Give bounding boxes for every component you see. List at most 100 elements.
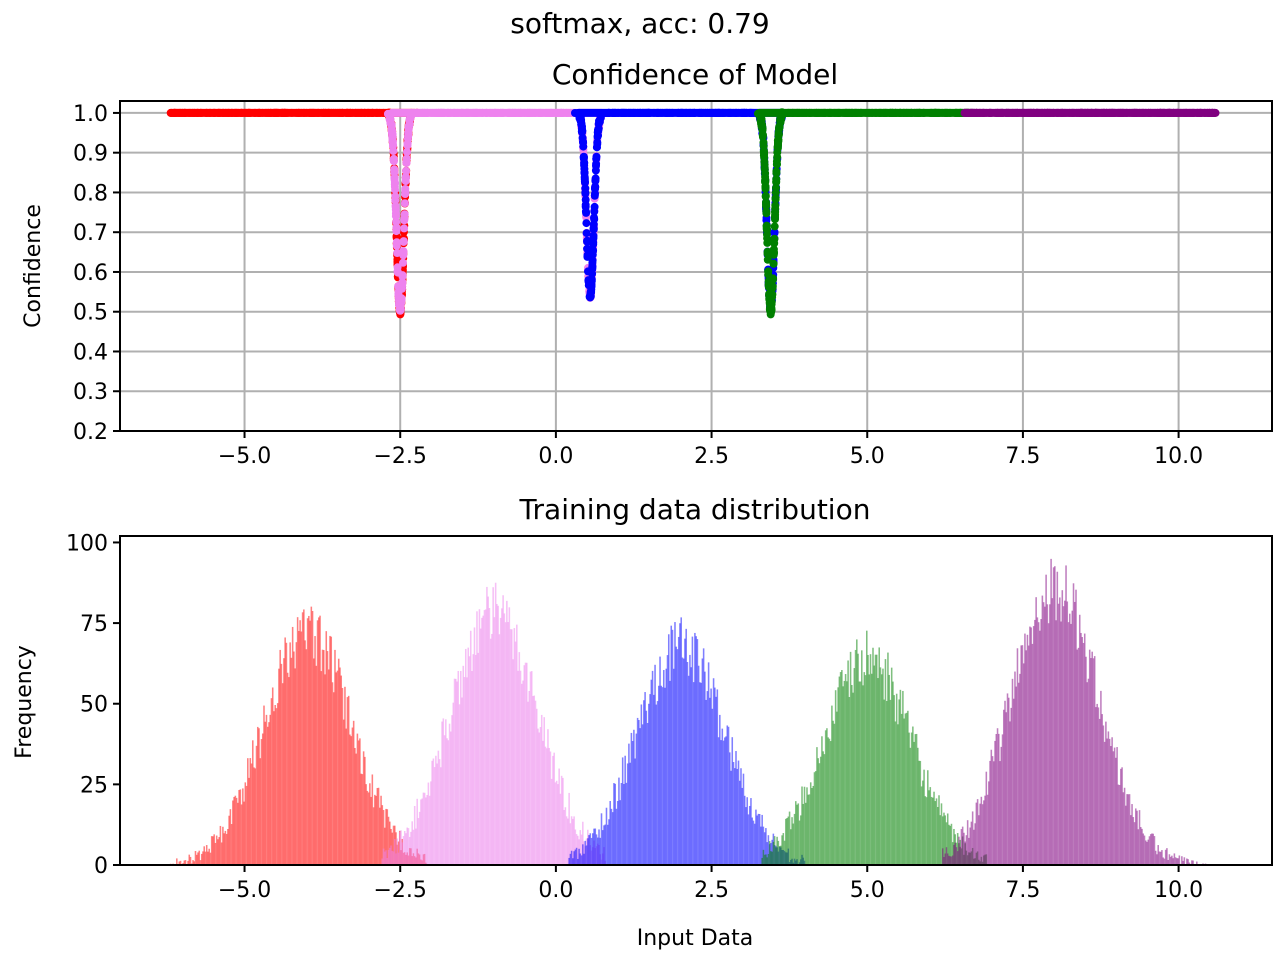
histogram-bar — [848, 696, 851, 865]
histogram-bar — [448, 723, 451, 865]
histogram-bar — [1111, 737, 1113, 865]
histogram-bar — [563, 809, 565, 865]
histogram-bar — [897, 724, 899, 865]
histogram-bar — [998, 733, 1000, 865]
scatter-point — [582, 208, 591, 217]
histogram-bar — [401, 842, 404, 865]
histogram-bar — [305, 649, 308, 865]
histogram-bar — [565, 816, 568, 865]
histogram-bar — [582, 844, 584, 865]
histogram-bar — [915, 733, 918, 865]
scatter-point — [590, 207, 599, 216]
histogram-bar — [736, 768, 739, 865]
histogram-bar — [786, 818, 788, 865]
histogram-bar — [823, 754, 826, 865]
scatter-series-4 — [960, 108, 1220, 117]
histogram-bar — [594, 828, 597, 865]
histogram-bar — [890, 667, 893, 865]
histogram-bar — [651, 670, 654, 865]
scatter-point — [588, 265, 597, 274]
histogram-bar — [524, 662, 527, 865]
histogram-bar — [309, 620, 311, 865]
histogram-bar — [330, 636, 333, 865]
histogram-bar — [379, 807, 381, 865]
histogram-bar — [483, 610, 486, 865]
histogram-bar — [497, 605, 499, 865]
histogram-bar — [1014, 671, 1016, 865]
scatter-point — [590, 215, 599, 224]
scatter-point — [588, 258, 597, 267]
histogram-bar — [868, 674, 871, 865]
scatter-point — [390, 178, 399, 187]
histogram-bar — [374, 794, 376, 865]
histogram-bar — [314, 636, 316, 865]
histogram-bar — [619, 800, 621, 865]
histogram-bar — [1168, 854, 1171, 865]
scatter-point — [763, 238, 772, 247]
histogram-bar — [463, 677, 466, 865]
histogram-bar — [410, 831, 412, 865]
histogram-bar — [416, 798, 418, 865]
histogram-bar — [737, 760, 740, 865]
histogram-bar — [579, 853, 582, 865]
y-tick-label: 0.7 — [73, 221, 108, 246]
histogram-bar — [514, 641, 517, 865]
histogram-bar — [757, 813, 760, 865]
histogram-bar — [195, 854, 198, 865]
histogram-bar — [706, 691, 709, 865]
histogram-bar — [762, 849, 765, 865]
x-tick-label: 5.0 — [850, 444, 885, 469]
histogram-bar — [491, 633, 493, 865]
histogram-axes: Training data distribution −5.0 −2.5 0.0 2.… — [12, 493, 1273, 951]
histogram-bar — [932, 797, 934, 865]
histogram-bar — [1000, 746, 1003, 865]
histogram-bar — [313, 658, 315, 865]
histogram-bar — [960, 829, 963, 865]
histogram-bar — [403, 831, 406, 865]
histogram-bar — [342, 719, 345, 865]
histogram-bar — [828, 738, 831, 865]
histogram-bar — [910, 732, 913, 865]
histogram-bar — [979, 803, 981, 865]
histogram-bar — [959, 846, 961, 865]
histogram-bar — [797, 803, 800, 865]
histogram-bar — [584, 840, 587, 865]
histogram-bar — [1081, 637, 1083, 865]
histogram-bar — [1025, 650, 1027, 865]
histogram-bar — [648, 703, 650, 865]
histogram-bar — [318, 617, 320, 865]
scatter-point — [772, 177, 781, 186]
histogram-bar — [340, 675, 342, 865]
histogram-bar — [772, 841, 775, 865]
histogram-bar — [325, 631, 328, 865]
histogram-bar — [1187, 859, 1189, 865]
histogram-bar — [956, 833, 959, 865]
histogram-bar — [1164, 849, 1167, 865]
histogram-bar — [615, 808, 618, 865]
histogram-series-1 — [381, 582, 607, 865]
histogram-bar — [380, 795, 382, 865]
histogram-bar — [560, 775, 563, 865]
histogram-bar — [919, 760, 922, 865]
histogram-bar — [1004, 700, 1006, 865]
histogram-bar — [656, 701, 659, 865]
histogram-bar — [1093, 656, 1096, 865]
histogram-bar — [1105, 721, 1107, 865]
histogram-bar — [369, 783, 371, 865]
histogram-bar — [533, 695, 536, 865]
histogram-bar — [192, 860, 194, 865]
histogram-bar — [1005, 712, 1008, 865]
histogram-bar — [838, 676, 841, 865]
histogram-bar — [701, 658, 704, 865]
histogram-bar — [735, 751, 737, 865]
scatter-point — [589, 232, 598, 240]
confidence-title: Confidence of Model — [552, 58, 838, 91]
histogram-bar — [445, 719, 447, 865]
histogram-bar — [1152, 833, 1154, 865]
histogram-bar — [725, 736, 727, 865]
histogram-bar — [644, 692, 646, 865]
histogram-bar — [1049, 604, 1051, 865]
histogram-bar — [859, 681, 862, 865]
histogram-bar — [986, 794, 989, 865]
